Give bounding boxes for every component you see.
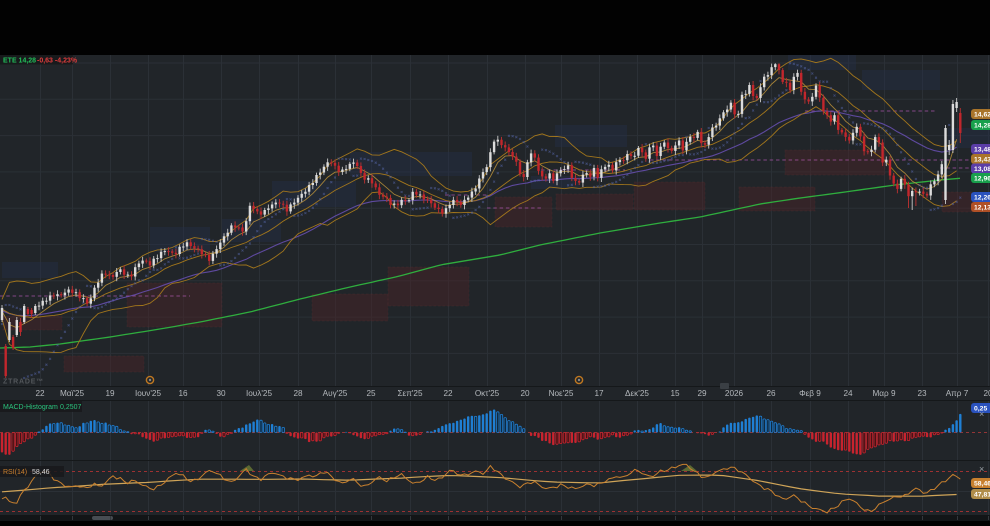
- svg-text:26: 26: [766, 389, 776, 398]
- svg-text:25: 25: [366, 389, 376, 398]
- svg-text:13,48: 13,48: [974, 147, 990, 154]
- svg-text:Σεπ'25: Σεπ'25: [397, 389, 422, 398]
- svg-text:ZTRADE™: ZTRADE™: [3, 379, 44, 386]
- svg-text:23: 23: [917, 389, 927, 398]
- svg-text:19: 19: [105, 389, 115, 398]
- svg-text:2026: 2026: [725, 389, 744, 398]
- svg-text:MACD-Histogram: MACD-Histogram: [3, 404, 58, 411]
- svg-text:×: ×: [979, 464, 984, 474]
- svg-text:22: 22: [443, 389, 453, 398]
- svg-text:13,08: 13,08: [974, 166, 990, 173]
- svg-text:58,46: 58,46: [974, 481, 990, 488]
- svg-text:Απρ 7: Απρ 7: [946, 389, 969, 398]
- svg-text:Ιουλ'25: Ιουλ'25: [246, 389, 273, 398]
- svg-text:17: 17: [594, 389, 604, 398]
- svg-text:ETE 14,28: ETE 14,28: [3, 58, 36, 65]
- svg-text:47,81: 47,81: [974, 492, 990, 499]
- svg-text:58,46: 58,46: [32, 469, 50, 476]
- svg-text:12,96: 12,96: [974, 176, 990, 183]
- svg-text:16: 16: [178, 389, 188, 398]
- svg-text:Ιουν'25: Ιουν'25: [135, 389, 162, 398]
- svg-text:20: 20: [520, 389, 530, 398]
- svg-text:Οκτ'25: Οκτ'25: [475, 389, 500, 398]
- svg-text:22: 22: [35, 389, 45, 398]
- svg-text:24: 24: [843, 389, 853, 398]
- svg-text:13,43: 13,43: [974, 157, 990, 164]
- svg-text:RSI(14): RSI(14): [3, 469, 27, 476]
- svg-text:14,62: 14,62: [974, 112, 990, 119]
- svg-text:×: ×: [979, 409, 984, 419]
- svg-text:Νοε'25: Νοε'25: [549, 389, 574, 398]
- svg-text:12,26: 12,26: [974, 195, 990, 202]
- svg-text:12,13: 12,13: [974, 205, 990, 212]
- svg-text:15: 15: [670, 389, 680, 398]
- svg-text:20: 20: [983, 389, 990, 398]
- svg-text:14,28: 14,28: [974, 123, 990, 130]
- svg-text:28: 28: [293, 389, 303, 398]
- svg-text:Φεβ 9: Φεβ 9: [799, 389, 821, 398]
- svg-text:30: 30: [216, 389, 226, 398]
- svg-text:Αυγ'25: Αυγ'25: [323, 389, 348, 398]
- svg-text:-0,63 -4,23%: -0,63 -4,23%: [37, 58, 78, 65]
- svg-text:Μαρ 9: Μαρ 9: [872, 389, 895, 398]
- svg-text:Δεκ'25: Δεκ'25: [625, 389, 649, 398]
- svg-text:0,2507: 0,2507: [60, 404, 82, 411]
- svg-text:29: 29: [697, 389, 707, 398]
- svg-text:Μαϊ'25: Μαϊ'25: [60, 389, 84, 398]
